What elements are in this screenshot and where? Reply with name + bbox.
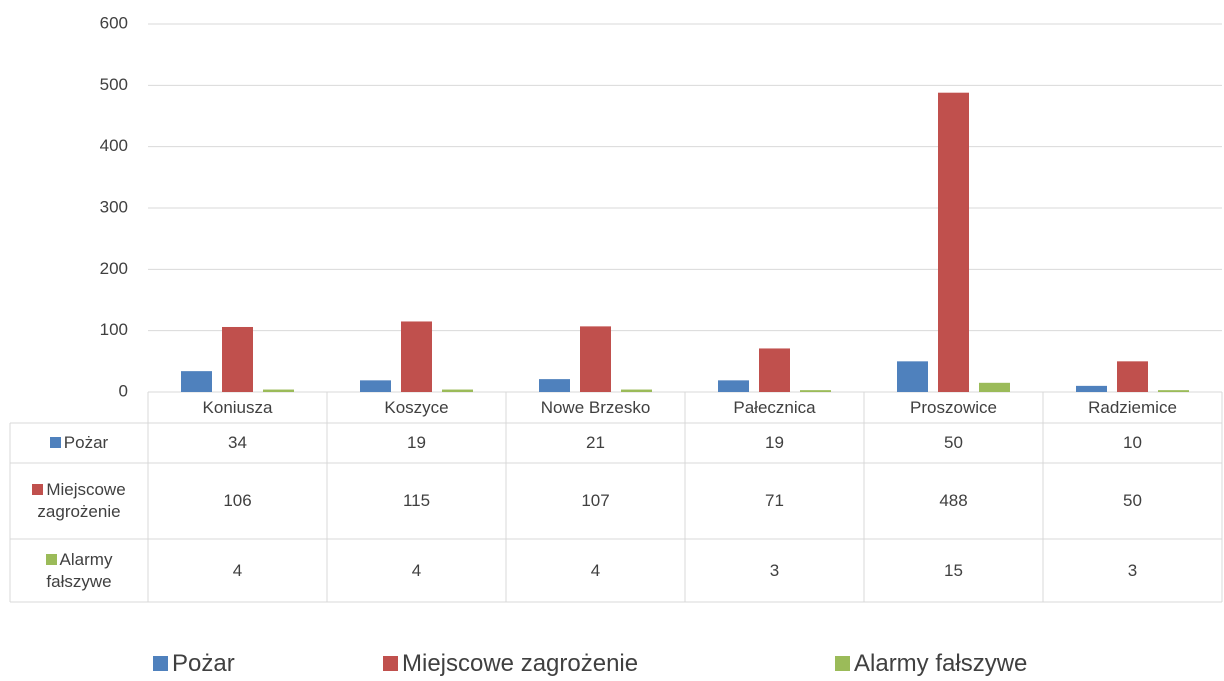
label: 106 — [223, 491, 252, 510]
table-cell: 50 — [864, 423, 1043, 463]
table-cell: 71 — [685, 463, 864, 539]
legend-swatch — [49, 437, 61, 448]
table-cell: 488 — [864, 463, 1043, 539]
bar — [759, 348, 790, 392]
table-cell: 19 — [327, 423, 506, 463]
bar — [539, 379, 570, 392]
label: Pożar — [63, 433, 109, 452]
table-cell: 19 — [685, 423, 864, 463]
table-cell: 4 — [148, 539, 327, 602]
label: 50 — [1123, 491, 1142, 510]
bar — [1076, 385, 1107, 392]
x-tick-label: Radziemice — [1088, 398, 1177, 417]
y-tick-label: 300 — [100, 197, 128, 216]
label: 15 — [944, 560, 963, 580]
table-cell: 4 — [506, 539, 685, 602]
label: Alarmy fałszywe — [854, 650, 1028, 677]
legend-swatch — [835, 656, 850, 671]
bar — [360, 380, 391, 392]
bar — [263, 389, 294, 392]
label: Miejscowe zagrożenie — [37, 480, 126, 521]
y-tick-label: 100 — [100, 320, 128, 339]
y-tick-label: 600 — [100, 13, 128, 32]
y-tick-label: 0 — [119, 381, 128, 400]
bar — [222, 326, 253, 392]
label: 71 — [765, 491, 784, 510]
bar — [800, 390, 831, 392]
x-tick-label: Pałecznica — [733, 398, 816, 417]
legend-swatch — [153, 656, 168, 671]
legend-swatch — [383, 656, 398, 671]
table-cell: 4 — [327, 539, 506, 602]
label: 19 — [407, 433, 426, 452]
label: 19 — [765, 433, 784, 452]
table-row-header: Miejscowe zagrożenie — [10, 463, 148, 539]
bar — [1158, 390, 1189, 392]
label: Pożar — [172, 650, 235, 677]
table-cell: 107 — [506, 463, 685, 539]
table-cell: 106 — [148, 463, 327, 539]
bar — [718, 380, 749, 392]
label: 50 — [944, 433, 963, 452]
label: 21 — [586, 433, 605, 452]
bar — [938, 92, 969, 393]
legend-item: Miejscowe zagrożenie — [383, 650, 638, 678]
label: 3 — [769, 560, 780, 580]
table-cell: 15 — [864, 539, 1043, 602]
label: 488 — [939, 491, 968, 510]
label: Miejscowe zagrożenie — [402, 650, 639, 677]
table-cell: 21 — [506, 423, 685, 463]
y-tick-label: 200 — [100, 259, 128, 278]
legend-item: Alarmy fałszywe — [835, 650, 1027, 678]
y-tick-label: 500 — [100, 75, 128, 94]
bar — [580, 326, 611, 392]
label: 3 — [1127, 560, 1138, 580]
label: 107 — [581, 491, 610, 510]
table-cell: 34 — [148, 423, 327, 463]
table-cell: 50 — [1043, 463, 1222, 539]
label: 4 — [590, 560, 601, 580]
label: 10 — [1123, 433, 1142, 452]
x-tick-label: Koniusza — [203, 398, 273, 417]
y-tick-label: 400 — [100, 136, 128, 155]
bar — [897, 361, 928, 392]
legend-swatch — [45, 553, 57, 565]
table-cell: 3 — [685, 539, 864, 602]
label: 34 — [228, 433, 247, 452]
label: 4 — [411, 560, 422, 580]
x-tick-label: Proszowice — [910, 398, 997, 417]
x-tick-label: Nowe Brzesko — [541, 398, 651, 417]
label: 4 — [232, 560, 243, 580]
label: 115 — [402, 491, 431, 510]
label: Alarmy fałszywe — [46, 549, 113, 591]
table-row-header: Alarmy fałszywe — [10, 539, 148, 602]
bar — [401, 321, 432, 392]
table-cell: 10 — [1043, 423, 1222, 463]
bar — [1117, 361, 1148, 392]
legend-item: Pożar — [153, 650, 235, 678]
table-cell: 3 — [1043, 539, 1222, 602]
table-row-header: Pożar — [10, 423, 148, 463]
x-tick-label: Koszyce — [384, 398, 448, 417]
table-cell: 115 — [327, 463, 506, 539]
bar — [621, 389, 652, 392]
legend-swatch — [32, 484, 44, 495]
bar — [979, 382, 1010, 392]
bar — [181, 371, 212, 392]
bar — [442, 389, 473, 392]
